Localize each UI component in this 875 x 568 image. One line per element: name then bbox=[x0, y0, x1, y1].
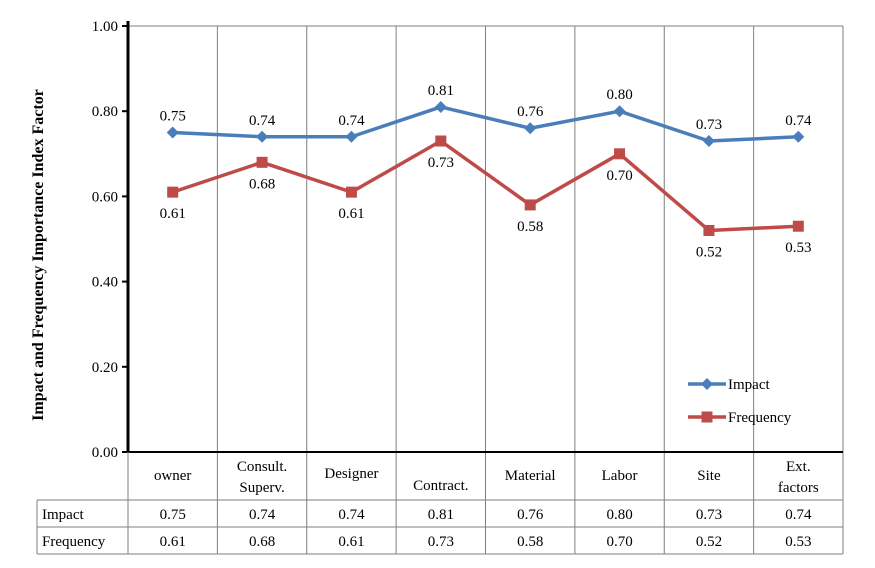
table-cell: 0.76 bbox=[517, 507, 544, 523]
table-cell: 0.58 bbox=[517, 534, 543, 550]
impact-data-label: 0.74 bbox=[338, 113, 365, 129]
y-tick-label: 1.00 bbox=[92, 19, 118, 35]
frequency-point bbox=[256, 156, 268, 168]
frequency-data-label: 0.73 bbox=[428, 155, 454, 171]
series-line-frequency bbox=[172, 139, 799, 233]
y-tick-label: 0.40 bbox=[92, 275, 118, 291]
series-layer bbox=[166, 100, 805, 236]
table-cell: 0.80 bbox=[606, 507, 632, 523]
category-label: owner bbox=[154, 468, 192, 484]
frequency-data-label: 0.53 bbox=[785, 240, 811, 256]
category-label: Superv. bbox=[239, 480, 284, 496]
table-row-header: Impact bbox=[42, 507, 84, 523]
y-axis-label: Impact and Frequency Importance Index Fa… bbox=[30, 89, 47, 421]
frequency-point bbox=[167, 186, 179, 198]
impact-point bbox=[702, 135, 715, 148]
frequency-data-label: 0.61 bbox=[160, 206, 186, 222]
legend-label: Impact bbox=[728, 377, 770, 393]
table-cell: 0.52 bbox=[696, 534, 722, 550]
data-labels: 0.75 0.74 0.74 0.81 0.76 0.80 0.73 0.74 0.61 0.68… bbox=[160, 83, 812, 261]
impact-data-label: 0.74 bbox=[249, 113, 276, 129]
impact-point bbox=[792, 130, 805, 143]
y-tick-label: 0.60 bbox=[92, 189, 118, 205]
impact-point bbox=[434, 100, 447, 113]
category-label: Material bbox=[505, 468, 556, 484]
impact-data-label: 0.76 bbox=[517, 104, 544, 120]
category-label: Consult. bbox=[237, 459, 287, 475]
category-label: Designer bbox=[324, 466, 378, 482]
data-table: owner Consult. Superv. Designer Contract. Mat… bbox=[36, 452, 843, 555]
table-cell: 0.61 bbox=[160, 534, 186, 550]
table-cell: 0.73 bbox=[428, 534, 454, 550]
category-label: Ext. bbox=[786, 459, 811, 475]
table-cell: 0.74 bbox=[338, 507, 365, 523]
impact-point bbox=[166, 126, 179, 139]
grid-layer bbox=[128, 25, 844, 554]
frequency-point bbox=[614, 148, 626, 160]
table-cell: 0.75 bbox=[160, 507, 186, 523]
frequency-data-label: 0.58 bbox=[517, 219, 543, 235]
impact-data-label: 0.73 bbox=[696, 117, 722, 133]
legend-label: Frequency bbox=[728, 410, 792, 426]
table-cell: 0.61 bbox=[338, 534, 364, 550]
table-cell: 0.68 bbox=[249, 534, 275, 550]
impact-data-label: 0.81 bbox=[428, 83, 454, 99]
table-row-header: Frequency bbox=[42, 534, 106, 550]
table-cell: 0.74 bbox=[785, 507, 812, 523]
category-label: Site bbox=[697, 468, 721, 484]
frequency-data-label: 0.68 bbox=[249, 176, 275, 192]
table-cell: 0.81 bbox=[428, 507, 454, 523]
impact-point bbox=[524, 122, 537, 135]
legend-marker-frequency bbox=[701, 411, 713, 423]
frequency-data-label: 0.52 bbox=[696, 244, 722, 260]
y-tick-label: 0.80 bbox=[92, 104, 118, 120]
frequency-data-label: 0.70 bbox=[606, 168, 632, 184]
table-cell: 0.73 bbox=[696, 507, 722, 523]
impact-point bbox=[613, 105, 626, 118]
frequency-point bbox=[703, 224, 715, 236]
y-tick-label: 0.00 bbox=[92, 445, 118, 461]
impact-data-label: 0.74 bbox=[785, 113, 812, 129]
frequency-point bbox=[345, 186, 357, 198]
table-cell: 0.53 bbox=[785, 534, 811, 550]
frequency-data-label: 0.61 bbox=[338, 206, 364, 222]
category-label: Contract. bbox=[413, 478, 468, 494]
series-line-impact bbox=[172, 105, 799, 143]
impact-data-label: 0.75 bbox=[160, 109, 186, 125]
category-label: Labor bbox=[602, 468, 638, 484]
legend: Impact Frequency bbox=[688, 377, 792, 426]
y-axis: 0.00 0.20 0.40 0.60 0.80 1.00 bbox=[92, 19, 130, 461]
impact-point bbox=[256, 130, 269, 143]
frequency-point bbox=[524, 199, 536, 211]
impact-point bbox=[345, 130, 358, 143]
impact-data-label: 0.80 bbox=[606, 87, 632, 103]
y-tick-label: 0.20 bbox=[92, 360, 118, 376]
frequency-point bbox=[792, 220, 804, 232]
frequency-point bbox=[435, 135, 447, 147]
table-cell: 0.74 bbox=[249, 507, 276, 523]
legend-marker-impact bbox=[701, 378, 713, 390]
category-label: factors bbox=[778, 480, 819, 496]
table-cell: 0.70 bbox=[606, 534, 632, 550]
